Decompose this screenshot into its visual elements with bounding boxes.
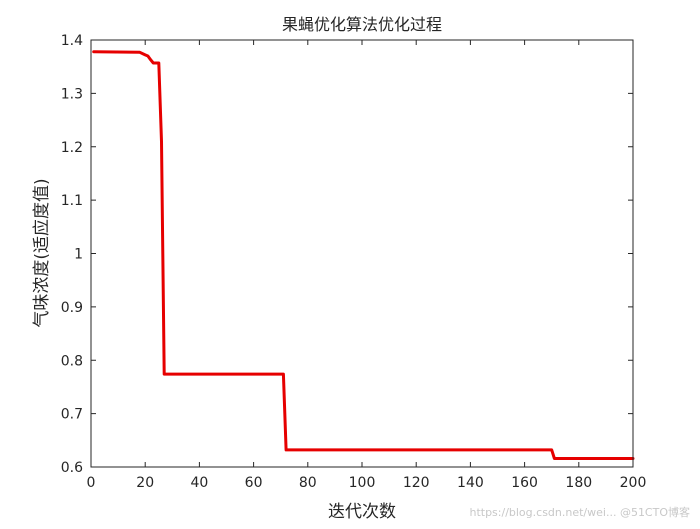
y-tick-label: 1.4 — [61, 33, 83, 49]
x-tick-label: 80 — [299, 475, 317, 491]
x-axis-title: 迭代次数 — [328, 502, 396, 522]
y-tick-label: 1.2 — [61, 140, 83, 156]
x-tick-label: 100 — [349, 475, 376, 491]
x-tick-label: 20 — [136, 475, 154, 491]
series-layer — [92, 50, 635, 460]
y-tick-label: 1.1 — [61, 193, 83, 209]
x-tick-label: 40 — [190, 475, 208, 491]
x-tick-label: 160 — [511, 475, 538, 491]
y-tick-label: 0.8 — [61, 353, 83, 369]
x-tick-label: 140 — [457, 475, 484, 491]
y-tick-label: 1.3 — [61, 86, 83, 102]
watermark: https://blog.csdn.net/wei... @51CTO博客 — [469, 505, 690, 519]
y-tick-label: 0.7 — [61, 407, 83, 423]
tick-labels: 0 20 40 60 80 100 120 140 160 180 200 0.6 0.7 0.8 0.9 1… — [61, 33, 647, 491]
axes-box — [90, 39, 634, 468]
y-tick-label: 1 — [74, 247, 83, 263]
y-axis-title: 气味浓度(适应度值) — [32, 178, 52, 327]
chart-title: 果蝇优化算法优化过程 — [282, 15, 442, 34]
y-tick-label: 0.6 — [61, 460, 83, 476]
x-tick-label: 120 — [403, 475, 430, 491]
x-tick-label: 180 — [565, 475, 592, 491]
series-line-1 — [92, 50, 635, 460]
plot-area — [91, 40, 633, 467]
x-tick-label: 0 — [87, 475, 96, 491]
y-tick-label: 0.9 — [61, 300, 83, 316]
x-tick-label: 60 — [245, 475, 263, 491]
x-tick-label: 200 — [620, 475, 647, 491]
